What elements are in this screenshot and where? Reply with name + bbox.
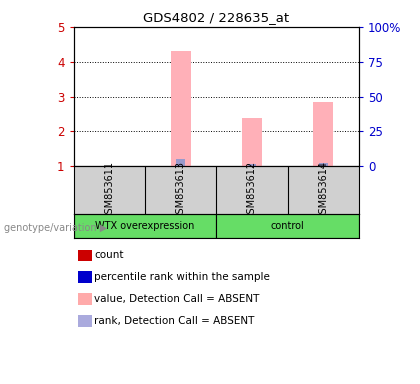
Bar: [313, 102, 333, 166]
Text: GSM853612: GSM853612: [247, 161, 257, 220]
Bar: [319, 163, 328, 166]
Bar: [247, 164, 257, 166]
Text: GSM853611: GSM853611: [104, 161, 114, 220]
Title: GDS4802 / 228635_at: GDS4802 / 228635_at: [143, 11, 289, 24]
Bar: [171, 51, 191, 166]
Text: control: control: [271, 221, 304, 231]
Text: GSM853614: GSM853614: [318, 161, 328, 220]
Text: WTX overexpression: WTX overexpression: [95, 221, 194, 231]
Text: rank, Detection Call = ABSENT: rank, Detection Call = ABSENT: [94, 316, 255, 326]
Text: count: count: [94, 250, 124, 260]
Bar: [74, 214, 216, 238]
Text: GSM853613: GSM853613: [176, 161, 186, 220]
Bar: [242, 118, 262, 166]
Text: genotype/variation ▶: genotype/variation ▶: [4, 223, 108, 233]
Bar: [216, 214, 359, 238]
Text: value, Detection Call = ABSENT: value, Detection Call = ABSENT: [94, 294, 260, 304]
Text: percentile rank within the sample: percentile rank within the sample: [94, 272, 270, 282]
Bar: [176, 159, 185, 166]
